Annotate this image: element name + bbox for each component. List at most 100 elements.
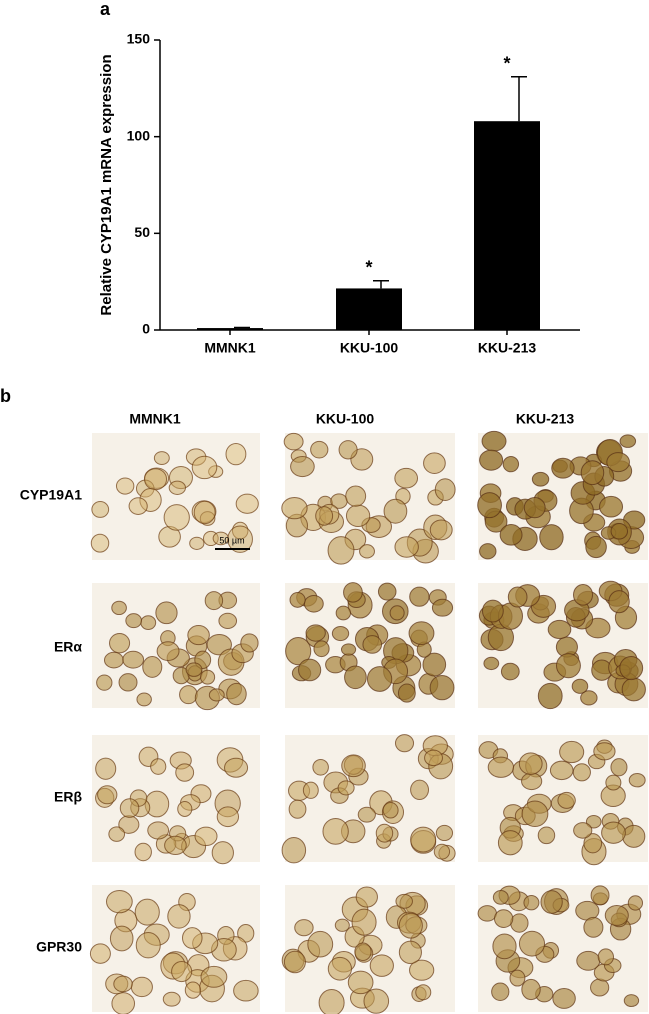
cell xyxy=(164,835,187,856)
cell xyxy=(382,802,399,819)
cell xyxy=(111,600,127,616)
cell xyxy=(191,455,218,480)
cell xyxy=(537,682,563,710)
cell xyxy=(621,677,646,702)
row-label: GPR30 xyxy=(36,939,82,955)
cell xyxy=(491,982,510,1002)
cell xyxy=(351,908,377,936)
cell xyxy=(335,605,352,621)
cell xyxy=(610,758,628,777)
cell xyxy=(109,632,131,654)
cell xyxy=(147,821,170,840)
cell xyxy=(122,650,145,669)
cell xyxy=(433,843,451,860)
cell xyxy=(115,477,135,495)
cell xyxy=(194,826,218,847)
cell xyxy=(289,592,306,608)
cell xyxy=(168,480,186,495)
cell xyxy=(212,531,229,546)
cell xyxy=(362,635,383,654)
cell xyxy=(334,918,350,932)
cell xyxy=(552,987,576,1009)
cell xyxy=(184,981,202,999)
row-label: ERβ xyxy=(54,789,82,805)
cell xyxy=(429,519,453,541)
column-label: KKU-213 xyxy=(516,411,575,427)
cell xyxy=(604,905,629,926)
cell xyxy=(429,674,455,701)
cell xyxy=(601,821,626,844)
scale-bar-label: 50 µm xyxy=(219,535,244,545)
cell xyxy=(585,814,602,829)
cell xyxy=(163,504,190,531)
cell xyxy=(435,824,454,842)
cell xyxy=(518,752,543,775)
cell xyxy=(162,991,181,1007)
cell xyxy=(204,591,224,611)
cell xyxy=(619,655,644,681)
x-tick-label: KKU-213 xyxy=(478,340,537,356)
cell xyxy=(200,669,216,685)
cell xyxy=(322,817,349,845)
cell xyxy=(177,800,193,817)
cell xyxy=(216,806,240,828)
cell xyxy=(394,467,419,489)
cell xyxy=(111,992,136,1014)
cell xyxy=(431,598,454,617)
y-tick-label: 0 xyxy=(142,321,150,337)
cell xyxy=(383,498,408,524)
cell xyxy=(593,742,616,761)
cell xyxy=(583,833,603,854)
y-tick-label: 150 xyxy=(127,31,151,47)
cell xyxy=(130,976,153,998)
significance: * xyxy=(365,257,372,277)
cell xyxy=(547,619,572,640)
x-tick-label: KKU-100 xyxy=(340,340,399,356)
cell xyxy=(398,940,422,965)
error-bar xyxy=(373,279,389,289)
cell xyxy=(479,543,497,560)
cell xyxy=(531,471,550,487)
cell xyxy=(235,493,259,514)
cell xyxy=(208,688,225,702)
cell xyxy=(175,763,195,782)
cell xyxy=(90,533,110,553)
cell xyxy=(140,615,157,631)
cell xyxy=(492,933,517,960)
cell xyxy=(521,978,541,1001)
cell xyxy=(283,432,304,451)
cell xyxy=(539,524,564,551)
cell xyxy=(135,479,155,498)
cell xyxy=(171,961,193,983)
cell xyxy=(331,625,350,642)
cell xyxy=(510,913,529,933)
cell xyxy=(105,890,133,914)
panel-label: b xyxy=(0,386,11,406)
cell xyxy=(96,674,113,691)
cell xyxy=(179,685,198,705)
cell xyxy=(422,652,447,677)
cell xyxy=(97,785,118,805)
cell xyxy=(312,758,329,776)
cell xyxy=(327,956,353,981)
cell xyxy=(294,919,314,937)
cell xyxy=(502,456,520,473)
cell xyxy=(540,890,563,914)
cell xyxy=(285,636,312,666)
cell xyxy=(483,656,500,671)
cell xyxy=(366,666,393,692)
cell xyxy=(113,975,133,993)
cell xyxy=(590,885,610,906)
cell xyxy=(189,536,205,550)
cell xyxy=(389,605,405,621)
cell xyxy=(119,798,140,818)
cell xyxy=(409,586,430,607)
cell xyxy=(394,734,415,753)
cell xyxy=(605,774,622,791)
cell xyxy=(185,662,203,677)
cell xyxy=(144,468,168,491)
cell xyxy=(576,950,601,971)
cell xyxy=(298,658,322,682)
cell xyxy=(142,656,163,678)
